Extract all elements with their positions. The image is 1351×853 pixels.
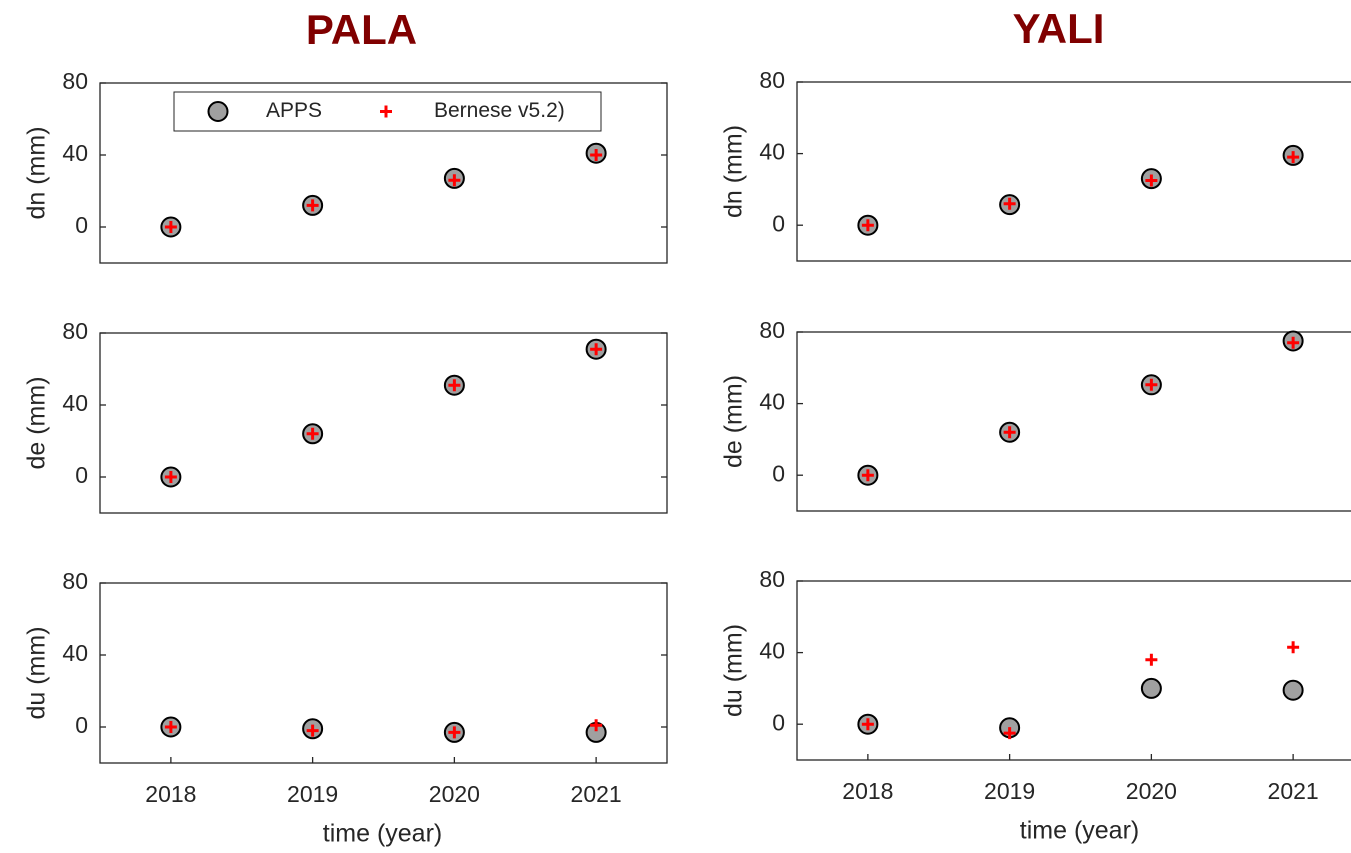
y-tick-label: 0	[75, 462, 88, 488]
x-axis-label: time (year)	[1020, 817, 1139, 845]
chart-title: YALI	[1013, 5, 1105, 52]
marker-plus	[1003, 197, 1016, 210]
axes-box	[796, 580, 1351, 761]
y-tick-label: 0	[772, 460, 785, 486]
marker-plus	[861, 219, 874, 232]
marker-plus	[306, 199, 319, 212]
x-tick-label: 2018	[842, 778, 893, 804]
marker-plus	[306, 724, 319, 737]
marker-plus	[590, 343, 603, 356]
y-tick-label: 0	[75, 712, 88, 738]
y-tick-label: 80	[62, 568, 88, 594]
y-tick-label: 80	[62, 68, 88, 94]
y-axis-label: du (mm)	[23, 626, 51, 719]
y-tick-label: 80	[759, 566, 785, 592]
x-tick-label: 2020	[429, 781, 480, 807]
marker-plus	[448, 379, 461, 392]
y-axis-label: dn (mm)	[23, 126, 51, 219]
y-tick-label: 40	[759, 139, 785, 165]
x-tick-label: 2021	[571, 781, 622, 807]
axes-box	[99, 332, 668, 514]
marker-plus	[164, 221, 177, 233]
y-tick-label: 40	[62, 140, 88, 166]
legend-label: APPS	[266, 99, 322, 122]
y-tick-label: 40	[759, 638, 785, 664]
marker-plus	[861, 469, 874, 482]
marker-plus	[1287, 151, 1300, 164]
marker-plus	[1003, 727, 1016, 740]
x-tick-label: 2021	[1268, 778, 1319, 804]
marker-plus	[164, 721, 177, 733]
axes-box	[99, 582, 668, 764]
marker-plus	[1145, 653, 1158, 666]
marker-plus	[590, 719, 603, 732]
x-axis-label: time (year)	[323, 820, 442, 848]
y-tick-label: 0	[772, 709, 785, 735]
marker-plus	[448, 174, 461, 187]
y-tick-label: 40	[62, 640, 88, 666]
marker-plus	[1145, 174, 1158, 187]
axes-box	[796, 331, 1351, 512]
legend-marker	[380, 105, 392, 118]
x-tick-label: 2018	[145, 781, 196, 807]
y-tick-label: 80	[62, 318, 88, 344]
marker-plus	[448, 726, 461, 739]
y-axis-label: de (mm)	[23, 376, 51, 469]
y-tick-label: 80	[759, 317, 785, 343]
marker-circle	[1282, 679, 1304, 701]
legend-marker	[207, 101, 229, 122]
marker-plus	[306, 427, 319, 440]
y-tick-label: 0	[772, 210, 785, 236]
legend-label: Bernese v5.2)	[434, 99, 565, 122]
x-tick-label: 2020	[1126, 778, 1177, 804]
marker-circle	[1140, 677, 1162, 699]
marker-plus	[590, 149, 603, 161]
marker-plus	[164, 471, 177, 483]
marker-plus	[1003, 426, 1016, 439]
marker-plus	[1287, 641, 1300, 654]
y-tick-label: 40	[759, 389, 785, 415]
y-axis-label: de (mm)	[720, 375, 748, 468]
x-tick-label: 2019	[984, 778, 1035, 804]
x-tick-label: 2019	[287, 781, 338, 807]
y-axis-label: du (mm)	[720, 624, 748, 717]
axes-box	[796, 81, 1351, 262]
marker-plus	[1145, 378, 1158, 391]
y-axis-label: dn (mm)	[720, 125, 748, 218]
marker-plus	[1287, 336, 1300, 349]
marker-plus	[861, 718, 874, 731]
y-tick-label: 0	[75, 212, 88, 238]
y-tick-label: 80	[759, 67, 785, 93]
legend-box	[173, 91, 602, 132]
y-tick-label: 40	[62, 390, 88, 416]
chart-title: PALA	[306, 6, 417, 53]
